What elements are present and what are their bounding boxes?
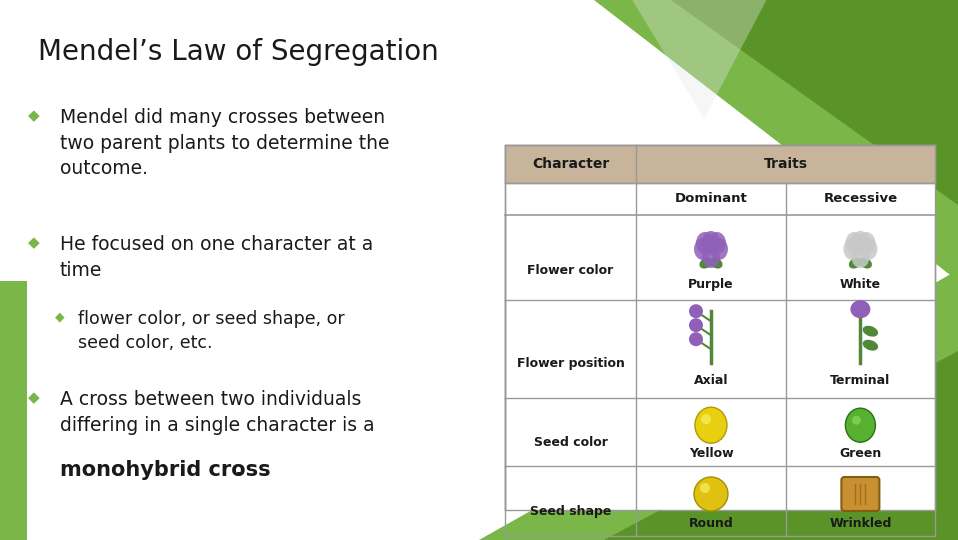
Text: ◆: ◆	[55, 310, 64, 323]
Ellipse shape	[689, 332, 703, 346]
Text: A cross between two individuals
differing in a single character is a: A cross between two individuals differin…	[60, 390, 375, 435]
Text: Character: Character	[532, 157, 609, 171]
Ellipse shape	[702, 231, 720, 253]
FancyBboxPatch shape	[841, 477, 879, 511]
Ellipse shape	[702, 246, 720, 268]
Text: Round: Round	[689, 517, 733, 530]
Text: Purple: Purple	[688, 278, 734, 291]
Text: .: .	[235, 460, 243, 480]
Text: ◆: ◆	[28, 235, 39, 250]
Ellipse shape	[696, 232, 714, 254]
Ellipse shape	[710, 258, 722, 268]
Ellipse shape	[858, 258, 872, 268]
Ellipse shape	[695, 407, 727, 443]
Ellipse shape	[708, 232, 726, 254]
Ellipse shape	[845, 232, 863, 254]
Ellipse shape	[852, 246, 870, 268]
Text: ◆: ◆	[28, 108, 39, 123]
Ellipse shape	[845, 408, 876, 442]
Ellipse shape	[852, 231, 870, 253]
Polygon shape	[604, 351, 958, 540]
Ellipse shape	[694, 238, 712, 260]
Text: ◆: ◆	[28, 390, 39, 405]
Polygon shape	[632, 0, 766, 119]
Ellipse shape	[699, 258, 713, 268]
Text: Seed shape: Seed shape	[530, 505, 611, 518]
Text: Wrinkled: Wrinkled	[830, 517, 892, 530]
FancyBboxPatch shape	[505, 145, 935, 510]
Ellipse shape	[700, 483, 710, 493]
Ellipse shape	[857, 232, 876, 254]
Ellipse shape	[851, 300, 871, 318]
Polygon shape	[594, 0, 958, 281]
Text: flower color, or seed shape, or
seed color, etc.: flower color, or seed shape, or seed col…	[78, 310, 345, 352]
FancyBboxPatch shape	[505, 145, 935, 183]
Ellipse shape	[863, 326, 878, 336]
Polygon shape	[0, 281, 27, 540]
Text: White: White	[840, 278, 881, 291]
Polygon shape	[671, 0, 958, 205]
Polygon shape	[479, 270, 958, 540]
Ellipse shape	[843, 238, 861, 260]
Text: He focused on one character at a
time: He focused on one character at a time	[60, 235, 374, 280]
Text: Recessive: Recessive	[823, 192, 898, 206]
Text: Mendel did many crosses between
two parent plants to determine the
outcome.: Mendel did many crosses between two pare…	[60, 108, 390, 179]
Text: Flower position: Flower position	[516, 357, 625, 370]
Ellipse shape	[863, 340, 878, 350]
Ellipse shape	[694, 477, 728, 511]
Ellipse shape	[701, 414, 711, 424]
Text: Mendel’s Law of Segregation: Mendel’s Law of Segregation	[38, 38, 439, 66]
Text: monohybrid cross: monohybrid cross	[60, 460, 270, 480]
Ellipse shape	[859, 238, 878, 260]
Text: Seed color: Seed color	[534, 436, 607, 449]
Ellipse shape	[849, 258, 862, 268]
Ellipse shape	[852, 416, 861, 424]
Ellipse shape	[689, 318, 703, 332]
Text: Axial: Axial	[694, 374, 728, 387]
Ellipse shape	[710, 238, 728, 260]
Ellipse shape	[689, 304, 703, 318]
Text: Flower color: Flower color	[528, 264, 614, 276]
Text: Traits: Traits	[764, 157, 808, 171]
Text: Green: Green	[839, 447, 881, 460]
Text: Terminal: Terminal	[831, 374, 891, 387]
Text: Yellow: Yellow	[689, 447, 733, 460]
Text: Dominant: Dominant	[674, 192, 747, 206]
